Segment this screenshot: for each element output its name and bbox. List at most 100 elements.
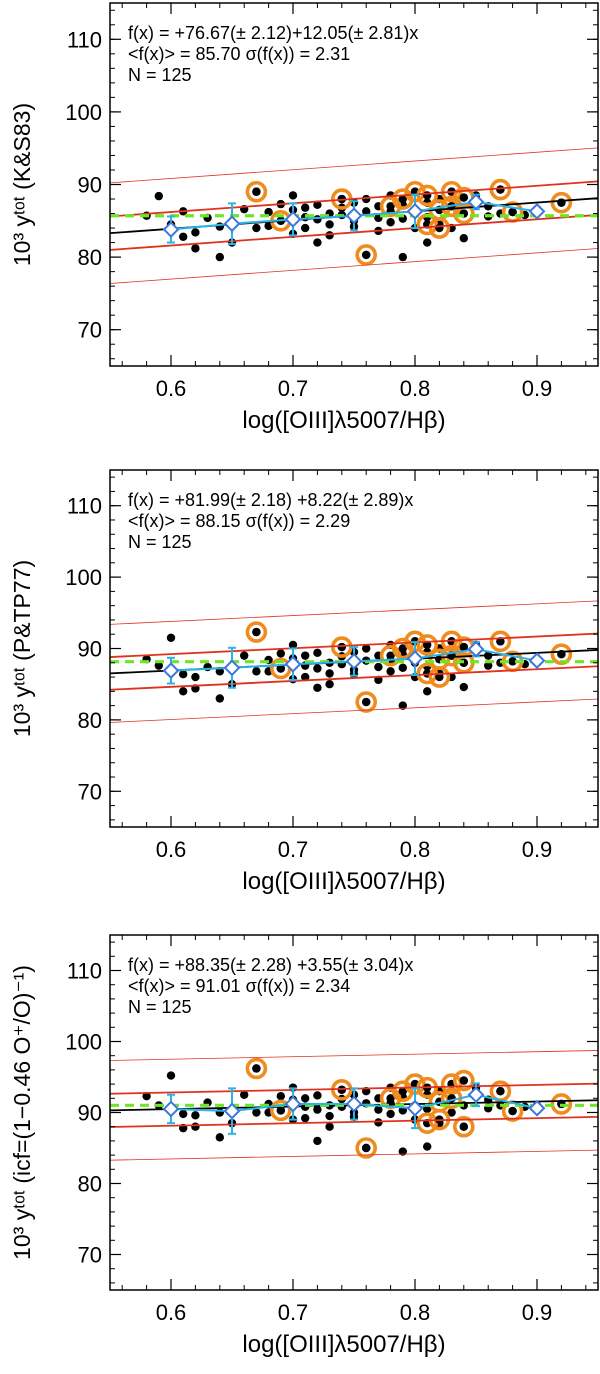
fit-band-3sigma-lower bbox=[110, 1149, 598, 1161]
highlighted-point bbox=[452, 1115, 475, 1138]
data-point bbox=[252, 223, 261, 233]
y-axis-label: 10³ yᵗᵒᵗ (K&S83) bbox=[9, 103, 35, 266]
data-point bbox=[301, 651, 310, 660]
data-point bbox=[154, 191, 163, 201]
x-tick-label: 0.9 bbox=[522, 376, 553, 401]
y-tick-label: 100 bbox=[65, 100, 102, 125]
x-tick-label: 0.9 bbox=[522, 1300, 553, 1325]
data-point bbox=[374, 1118, 383, 1127]
data-point bbox=[386, 1109, 395, 1119]
data-point bbox=[191, 672, 200, 682]
x-tick-label: 0.7 bbox=[278, 376, 309, 401]
data-point bbox=[398, 663, 407, 672]
data-point bbox=[508, 657, 517, 666]
y-axis-label: 10³ yᵗᵒᵗ (P&TP77) bbox=[9, 560, 35, 737]
data-point bbox=[423, 687, 432, 696]
fit-band-3sigma-upper bbox=[110, 1050, 598, 1061]
x-tick-label: 0.6 bbox=[156, 837, 187, 862]
data-point bbox=[459, 682, 468, 692]
data-point bbox=[459, 642, 468, 652]
data-point bbox=[435, 672, 444, 682]
highlighted-point bbox=[440, 1073, 463, 1095]
fit-band-3sigma-lower bbox=[110, 698, 598, 723]
data-point bbox=[142, 1091, 151, 1101]
binned-mean-marker bbox=[284, 210, 302, 228]
y-tick-label: 110 bbox=[67, 494, 102, 519]
data-point bbox=[325, 1111, 334, 1121]
binned-mean-marker bbox=[345, 652, 363, 670]
y-tick-label: 100 bbox=[65, 1030, 102, 1055]
y-tick-label: 110 bbox=[67, 959, 102, 984]
y-tick-label: 80 bbox=[78, 245, 102, 270]
data-point bbox=[325, 220, 334, 229]
data-point bbox=[301, 1094, 310, 1103]
x-tick-label: 0.8 bbox=[400, 1300, 431, 1325]
fit-band-3sigma-upper bbox=[110, 600, 598, 625]
fit-annotation: <f(x)> = 88.15 σ(f(x)) = 2.29 bbox=[128, 511, 350, 531]
highlighted-point bbox=[355, 691, 378, 713]
fit-annotation: N = 125 bbox=[128, 65, 192, 85]
data-point bbox=[191, 1122, 200, 1131]
data-point bbox=[313, 200, 322, 210]
data-point bbox=[362, 697, 371, 707]
data-point bbox=[386, 218, 395, 227]
data-point bbox=[276, 1091, 285, 1101]
binned-mean-marker bbox=[467, 193, 485, 211]
x-axis-label: log([OIII]λ5007/Hβ) bbox=[242, 1331, 445, 1358]
data-point bbox=[301, 1113, 310, 1123]
data-point bbox=[154, 661, 163, 670]
binned-mean-marker bbox=[284, 1095, 302, 1113]
data-point bbox=[276, 664, 285, 673]
binned-mean-marker bbox=[406, 1099, 424, 1117]
x-tick-label: 0.6 bbox=[156, 1300, 187, 1325]
data-point bbox=[459, 1122, 468, 1131]
binned-mean-marker bbox=[162, 662, 180, 680]
data-point bbox=[398, 1147, 407, 1156]
data-point bbox=[386, 1094, 395, 1103]
data-point bbox=[252, 1064, 261, 1073]
data-point bbox=[362, 250, 371, 260]
data-point bbox=[166, 633, 176, 642]
data-point bbox=[313, 1091, 322, 1100]
data-point bbox=[508, 1106, 517, 1116]
fit-band-1sigma-lower bbox=[110, 1115, 598, 1128]
binned-mean-marker bbox=[223, 659, 241, 677]
data-point bbox=[276, 649, 285, 658]
x-axis-label: log([OIII]λ5007/Hβ) bbox=[242, 868, 445, 895]
highlighted-point bbox=[355, 244, 378, 266]
y-tick-label: 100 bbox=[65, 565, 102, 590]
data-point bbox=[435, 223, 444, 233]
fit-band-1sigma-upper bbox=[110, 632, 598, 658]
y-tick-label: 110 bbox=[67, 27, 102, 52]
y-tick-label: 90 bbox=[78, 637, 102, 662]
data-point bbox=[386, 667, 395, 676]
fit-annotation: N = 125 bbox=[128, 997, 192, 1017]
binned-mean-marker bbox=[528, 202, 546, 220]
data-point bbox=[313, 648, 322, 657]
data-point bbox=[301, 223, 310, 233]
plot-area bbox=[110, 147, 598, 284]
data-point bbox=[398, 701, 407, 710]
data-point bbox=[215, 252, 224, 262]
highlighted-point bbox=[416, 634, 439, 656]
data-point bbox=[215, 1133, 224, 1142]
data-point bbox=[179, 232, 188, 241]
data-point bbox=[240, 1090, 249, 1099]
data-point bbox=[191, 244, 200, 253]
data-point bbox=[325, 1122, 334, 1131]
highlighted-point bbox=[428, 666, 451, 688]
binned-mean-marker bbox=[162, 221, 180, 238]
x-tick-label: 0.6 bbox=[156, 376, 187, 401]
binned-mean-marker bbox=[223, 1102, 241, 1120]
data-point bbox=[325, 680, 334, 689]
fit-annotation: <f(x)> = 91.01 σ(f(x)) = 2.34 bbox=[128, 976, 350, 996]
data-point bbox=[423, 1142, 432, 1151]
data-point bbox=[240, 651, 249, 660]
binned-mean-marker bbox=[345, 207, 363, 225]
data-point bbox=[496, 1087, 505, 1096]
highlighted-point bbox=[452, 1069, 475, 1092]
y-tick-label: 80 bbox=[78, 1172, 102, 1197]
data-point bbox=[362, 1143, 371, 1153]
chart-panel-1: 0.6 0.7 0.8 0.9 70 80 90 100 110 log([OIII]λ5007/… bbox=[9, 2, 599, 434]
fit-band-1sigma-lower bbox=[110, 214, 598, 251]
